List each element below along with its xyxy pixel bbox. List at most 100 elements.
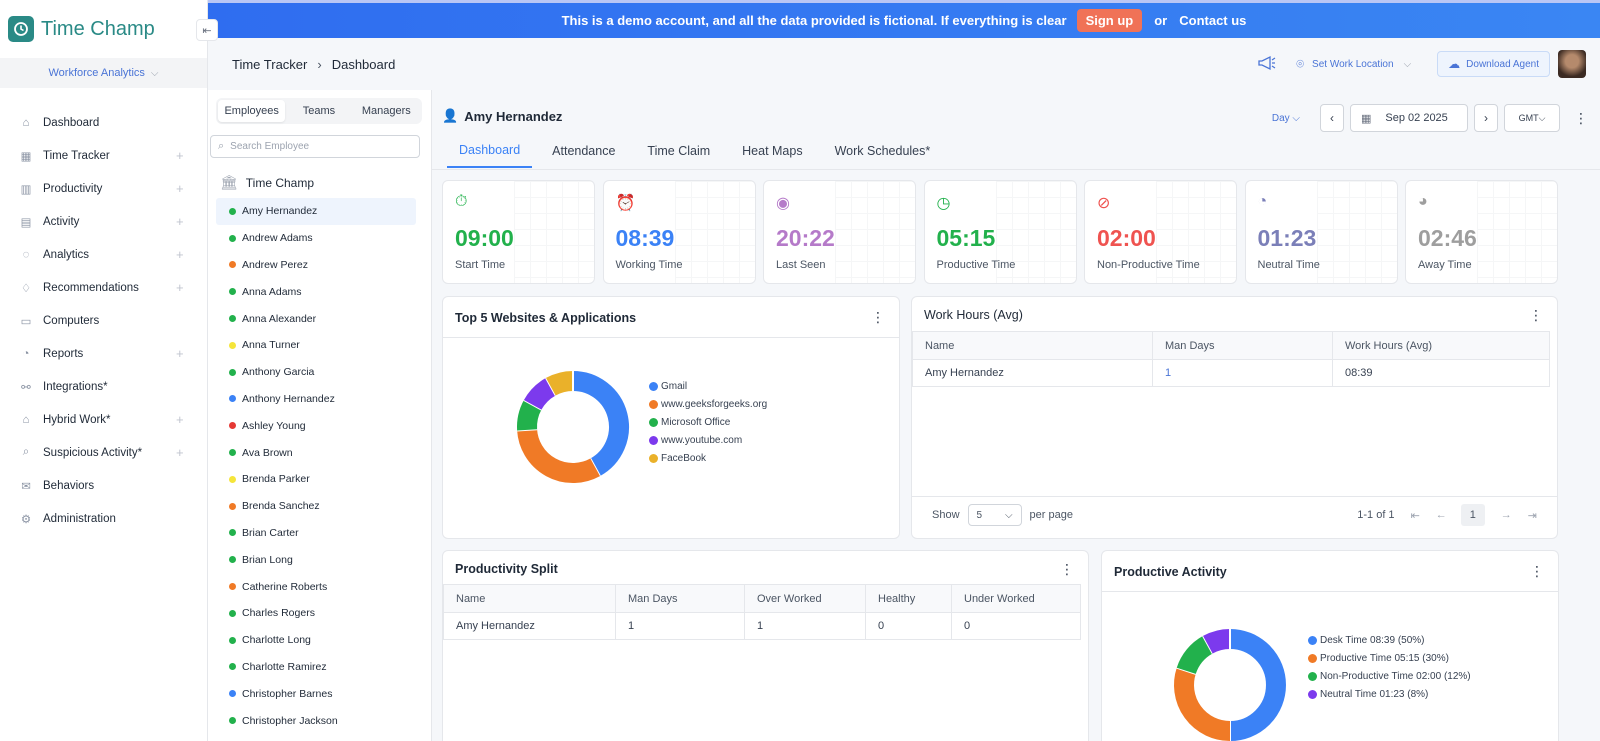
collapse-sidebar-icon[interactable]: ⇤ bbox=[196, 19, 218, 41]
legend-item[interactable]: Desk Time 08:39 (50%) bbox=[1308, 631, 1471, 649]
list-item[interactable]: Anthony Hernandez bbox=[216, 386, 416, 413]
expand-plus-icon[interactable]: + bbox=[176, 412, 184, 427]
sidebar-item-recommendations[interactable]: ♢ Recommendations + bbox=[0, 271, 207, 304]
list-item[interactable]: Anna Turner bbox=[216, 332, 416, 359]
legend-item[interactable]: Neutral Time 01:23 (8%) bbox=[1308, 685, 1471, 703]
contact-us-link[interactable]: Contact us bbox=[1179, 13, 1247, 28]
download-agent-button[interactable]: ☁ Download Agent bbox=[1437, 51, 1550, 77]
table-row[interactable]: Amy Hernandez 1 1 0 0 bbox=[443, 612, 1081, 640]
donut-slice[interactable] bbox=[1203, 629, 1231, 654]
expand-plus-icon[interactable]: + bbox=[176, 148, 184, 163]
legend-item[interactable]: www.youtube.com bbox=[649, 431, 767, 449]
legend-item[interactable]: Gmail bbox=[649, 377, 767, 395]
sidebar-item-reports[interactable]: ◔ Reports + bbox=[0, 337, 207, 370]
more-options-icon[interactable]: ⋮ bbox=[871, 309, 885, 325]
search-employee-input[interactable]: ⌕ Search Employee bbox=[210, 135, 420, 158]
prev-page-icon[interactable]: ← bbox=[1435, 509, 1447, 521]
megaphone-icon[interactable] bbox=[1256, 54, 1278, 75]
donut-slice[interactable] bbox=[523, 377, 557, 411]
more-options-icon[interactable]: ⋮ bbox=[1530, 563, 1544, 579]
list-item[interactable]: Brian Carter bbox=[216, 520, 416, 547]
org-node[interactable]: 🏛 Time Champ bbox=[220, 174, 314, 191]
donut-slice[interactable] bbox=[1174, 667, 1231, 741]
legend-label: Microsoft Office bbox=[661, 416, 731, 428]
donut-slice[interactable] bbox=[546, 371, 574, 396]
sidebar-item-integrations[interactable]: ⚯ Integrations* bbox=[0, 370, 207, 403]
tab-heat-maps[interactable]: Heat Maps bbox=[742, 144, 803, 158]
next-page-icon[interactable]: → bbox=[1500, 509, 1512, 521]
legend-item[interactable]: Microsoft Office bbox=[649, 413, 767, 431]
tab-teams[interactable]: Teams bbox=[302, 105, 336, 117]
donut-slice[interactable] bbox=[517, 400, 542, 431]
list-item[interactable]: Ava Brown bbox=[216, 439, 416, 466]
donut-slice[interactable] bbox=[572, 371, 629, 477]
legend-item[interactable]: FaceBook bbox=[649, 449, 767, 467]
list-item[interactable]: Charlotte Ramirez bbox=[216, 654, 416, 681]
brand[interactable]: Time Champ bbox=[0, 0, 207, 58]
list-item[interactable]: Charlotte Long bbox=[216, 627, 416, 654]
list-item[interactable]: Christopher Jackson bbox=[216, 707, 416, 734]
list-item[interactable]: Anna Adams bbox=[216, 278, 416, 305]
tab-time-claim[interactable]: Time Claim bbox=[647, 144, 711, 158]
breadcrumb-parent[interactable]: Time Tracker bbox=[232, 56, 308, 72]
sidebar-item-time-tracker[interactable]: ▦ Time Tracker + bbox=[0, 139, 207, 172]
list-item[interactable]: Catherine Roberts bbox=[216, 573, 416, 600]
next-date-button[interactable]: › bbox=[1474, 104, 1498, 132]
donut-slice[interactable] bbox=[517, 428, 600, 483]
tab-dashboard[interactable]: Dashboard bbox=[447, 134, 533, 168]
first-page-icon[interactable]: ⇤ bbox=[1410, 509, 1420, 522]
legend-item[interactable]: Productive Time 05:15 (30%) bbox=[1308, 649, 1471, 667]
expand-plus-icon[interactable]: + bbox=[176, 445, 184, 460]
sidebar-item-analytics[interactable]: ◌ Analytics + bbox=[0, 238, 207, 271]
list-item[interactable]: Andrew Adams bbox=[216, 225, 416, 252]
prev-date-button[interactable]: ‹ bbox=[1320, 104, 1344, 132]
expand-plus-icon[interactable]: + bbox=[176, 214, 184, 229]
more-options-icon[interactable]: ⋮ bbox=[1060, 561, 1074, 577]
tab-attendance[interactable]: Attendance bbox=[552, 144, 616, 158]
last-page-icon[interactable]: ⇥ bbox=[1527, 509, 1537, 522]
set-work-location[interactable]: ⌾ Set Work Location ⌵ bbox=[1296, 56, 1411, 72]
sidebar-item-dashboard[interactable]: ⌂ Dashboard bbox=[0, 106, 207, 139]
legend-item[interactable]: www.geeksforgeeks.org bbox=[649, 395, 767, 413]
sidebar-item-suspicious-activity[interactable]: ⌕ Suspicious Activity* + bbox=[0, 436, 207, 469]
list-item[interactable]: Brenda Parker bbox=[216, 466, 416, 493]
sidebar-item-computers[interactable]: ▭ Computers bbox=[0, 304, 207, 337]
sidebar-item-hybrid-work[interactable]: ⌂ Hybrid Work* + bbox=[0, 403, 207, 436]
legend-item[interactable]: Non-Productive Time 02:00 (12%) bbox=[1308, 667, 1471, 685]
period-select[interactable]: Day ⌵ bbox=[1271, 112, 1300, 124]
list-item[interactable]: Charles Rogers bbox=[216, 600, 416, 627]
employee-name: Catherine Roberts bbox=[242, 580, 328, 593]
more-options-icon[interactable]: ⋮ bbox=[1574, 109, 1588, 126]
list-item[interactable]: Andrew Perez bbox=[216, 252, 416, 279]
tab-employees[interactable]: Employees bbox=[218, 100, 286, 122]
list-item[interactable]: Anthony Garcia bbox=[216, 359, 416, 386]
more-options-icon[interactable]: ⋮ bbox=[1529, 307, 1543, 323]
expand-plus-icon[interactable]: + bbox=[176, 346, 184, 361]
sidebar-item-productivity[interactable]: ▥ Productivity + bbox=[0, 172, 207, 205]
sidebar-item-administration[interactable]: ⚙ Administration bbox=[0, 502, 207, 535]
tab-managers[interactable]: Managers bbox=[361, 105, 411, 117]
donut-slice[interactable] bbox=[1229, 629, 1286, 741]
cell-man-days[interactable]: 1 bbox=[1152, 359, 1333, 387]
signup-button[interactable]: Sign up bbox=[1076, 9, 1143, 32]
tab-work-schedules[interactable]: Work Schedules* bbox=[834, 144, 931, 158]
expand-plus-icon[interactable]: + bbox=[176, 247, 184, 262]
sidebar-item-behaviors[interactable]: ✉ Behaviors bbox=[0, 469, 207, 502]
list-item[interactable]: Anna Alexander bbox=[216, 305, 416, 332]
list-item[interactable]: Brian Long bbox=[216, 546, 416, 573]
date-picker[interactable]: ▦ Sep 02 2025 bbox=[1350, 104, 1468, 132]
list-item[interactable]: Christopher Barnes bbox=[216, 680, 416, 707]
list-item[interactable]: Brenda Sanchez bbox=[216, 493, 416, 520]
list-item[interactable]: Amy Hernandez bbox=[216, 198, 416, 225]
donut-slice[interactable] bbox=[1176, 635, 1214, 675]
timezone-select[interactable]: GMT ⌵ bbox=[1504, 104, 1560, 132]
sidebar-item-activity[interactable]: ▤ Activity + bbox=[0, 205, 207, 238]
current-page[interactable]: 1 bbox=[1460, 504, 1485, 526]
expand-plus-icon[interactable]: + bbox=[176, 181, 184, 196]
per-page-select[interactable]: 5 ⌵ bbox=[967, 504, 1022, 526]
workspace-select[interactable]: Workforce Analytics ⌵ bbox=[0, 58, 207, 88]
table-row[interactable]: Amy Hernandez 1 08:39 bbox=[912, 359, 1550, 387]
avatar[interactable] bbox=[1558, 50, 1586, 78]
list-item[interactable]: Ashley Young bbox=[216, 412, 416, 439]
expand-plus-icon[interactable]: + bbox=[176, 280, 184, 295]
